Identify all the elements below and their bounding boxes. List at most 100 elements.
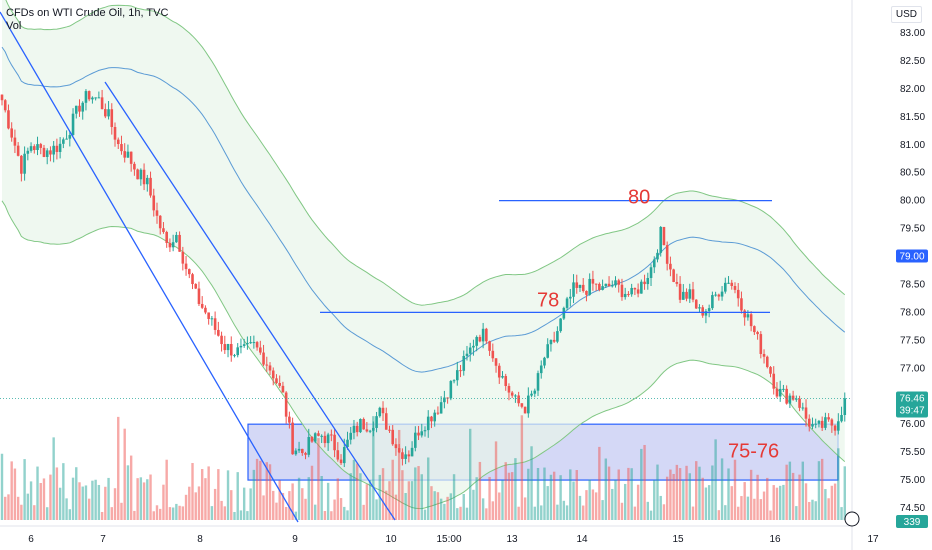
volume-bar xyxy=(559,475,562,520)
currency-button[interactable]: USD xyxy=(890,6,922,23)
volume-bar xyxy=(120,502,123,520)
volume-bar xyxy=(759,499,763,520)
candle-body xyxy=(339,459,343,464)
candle-body xyxy=(152,195,156,211)
volume-bar xyxy=(213,488,217,520)
candle-body xyxy=(352,425,356,433)
level-79-badge: 79.00 xyxy=(899,252,924,263)
candle-body xyxy=(330,434,333,436)
candle-body xyxy=(588,278,591,295)
volume-bar xyxy=(433,491,436,520)
volume-bar xyxy=(162,484,165,520)
volume-bar xyxy=(649,510,653,520)
candle-body xyxy=(20,155,23,174)
volume-bar xyxy=(775,487,779,520)
volume-bar xyxy=(430,486,433,520)
volume-bar xyxy=(259,460,262,520)
volume-bar xyxy=(272,490,275,520)
candle-body xyxy=(262,352,265,365)
volume-bar xyxy=(704,487,708,520)
volume-bar xyxy=(113,488,117,520)
candle-body xyxy=(769,367,772,374)
volume-bar xyxy=(711,465,714,520)
candle-body xyxy=(591,278,595,284)
candle-body xyxy=(581,284,585,291)
candle-body xyxy=(562,307,566,319)
volume-bar xyxy=(281,493,285,520)
candle-body xyxy=(23,153,26,174)
candle-body xyxy=(107,109,110,117)
volume-bar xyxy=(391,459,394,520)
volume-bar xyxy=(808,501,811,520)
volume-bar xyxy=(184,494,188,520)
volume-bar xyxy=(656,464,659,520)
level-79-badge-bg xyxy=(896,249,928,263)
candle-body xyxy=(184,263,188,270)
candle-body xyxy=(704,311,708,316)
volume-bar xyxy=(523,497,527,520)
volume-bar xyxy=(443,503,446,520)
volume-bar xyxy=(494,441,498,520)
candle-body xyxy=(520,403,524,407)
candle-body xyxy=(559,318,562,332)
y-tick-label: 77.50 xyxy=(900,335,925,346)
volume-bar xyxy=(239,510,243,520)
candle-body xyxy=(669,263,672,270)
candle-body xyxy=(52,145,55,155)
candle-body xyxy=(462,355,466,371)
volume-bar xyxy=(762,491,766,520)
candle-body xyxy=(3,100,7,111)
volume-bar xyxy=(404,493,407,520)
candle-body xyxy=(565,298,569,308)
volume-bar xyxy=(481,498,485,520)
x-tick-label: 13 xyxy=(506,534,518,545)
volume-bar xyxy=(617,469,620,520)
volume-bar xyxy=(142,482,146,520)
volume-bar xyxy=(801,461,804,520)
candle-body xyxy=(688,289,692,299)
candle-body xyxy=(575,282,579,288)
candle-body xyxy=(62,139,65,144)
candle-body xyxy=(113,126,117,140)
candle-body xyxy=(594,283,598,285)
candle-body xyxy=(497,365,501,378)
candle-body xyxy=(436,412,440,414)
volume-bar xyxy=(733,459,737,520)
candle-body xyxy=(672,269,675,282)
y-tick-label: 82.50 xyxy=(900,56,925,67)
candle-body xyxy=(533,390,537,394)
volume-bar xyxy=(811,499,814,520)
candle-body xyxy=(662,226,666,246)
candle-body xyxy=(791,395,795,400)
candle-body xyxy=(10,128,13,138)
candle-body xyxy=(94,97,97,99)
candle-body xyxy=(720,291,724,297)
candle-body xyxy=(481,328,485,342)
volume-bar xyxy=(242,487,246,520)
x-tick-label: 15 xyxy=(672,534,684,545)
candle-body xyxy=(753,326,756,333)
candle-body xyxy=(391,429,395,445)
candle-body xyxy=(32,146,36,151)
volume-bar xyxy=(188,486,191,520)
volume-bar xyxy=(84,485,88,520)
volume-bar xyxy=(204,478,207,520)
volume-bar xyxy=(604,458,608,520)
y-tick-label: 78.00 xyxy=(900,307,925,318)
candle-body xyxy=(788,395,792,404)
volume-bar xyxy=(265,462,268,520)
volume-bar xyxy=(165,459,168,520)
candle-body xyxy=(785,388,788,404)
volume-bar xyxy=(0,453,4,520)
volume-bar xyxy=(569,469,572,520)
candle-body xyxy=(627,293,630,295)
volume-bar xyxy=(178,505,181,520)
candle-body xyxy=(749,314,753,327)
volume-bar xyxy=(817,461,821,520)
lower-band-line xyxy=(1,200,846,510)
volume-bar xyxy=(375,499,378,520)
candle-body xyxy=(68,135,72,139)
volume-bar xyxy=(578,495,582,520)
candle-body xyxy=(397,448,401,453)
